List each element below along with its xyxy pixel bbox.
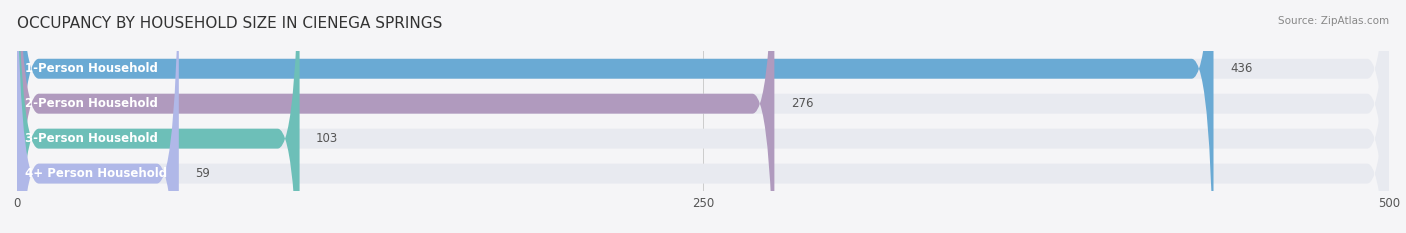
FancyBboxPatch shape bbox=[17, 0, 1213, 233]
FancyBboxPatch shape bbox=[17, 0, 1389, 233]
Text: 436: 436 bbox=[1230, 62, 1253, 75]
Text: OCCUPANCY BY HOUSEHOLD SIZE IN CIENEGA SPRINGS: OCCUPANCY BY HOUSEHOLD SIZE IN CIENEGA S… bbox=[17, 16, 443, 31]
Text: Source: ZipAtlas.com: Source: ZipAtlas.com bbox=[1278, 16, 1389, 26]
Text: 4+ Person Household: 4+ Person Household bbox=[25, 167, 167, 180]
FancyBboxPatch shape bbox=[17, 0, 179, 233]
Text: 2-Person Household: 2-Person Household bbox=[25, 97, 157, 110]
Text: 3-Person Household: 3-Person Household bbox=[25, 132, 157, 145]
FancyBboxPatch shape bbox=[17, 0, 1389, 233]
Text: 103: 103 bbox=[316, 132, 339, 145]
Text: 59: 59 bbox=[195, 167, 209, 180]
FancyBboxPatch shape bbox=[17, 0, 1389, 233]
FancyBboxPatch shape bbox=[17, 0, 775, 233]
Text: 276: 276 bbox=[790, 97, 813, 110]
FancyBboxPatch shape bbox=[17, 0, 299, 233]
FancyBboxPatch shape bbox=[17, 0, 1389, 233]
Text: 1-Person Household: 1-Person Household bbox=[25, 62, 157, 75]
